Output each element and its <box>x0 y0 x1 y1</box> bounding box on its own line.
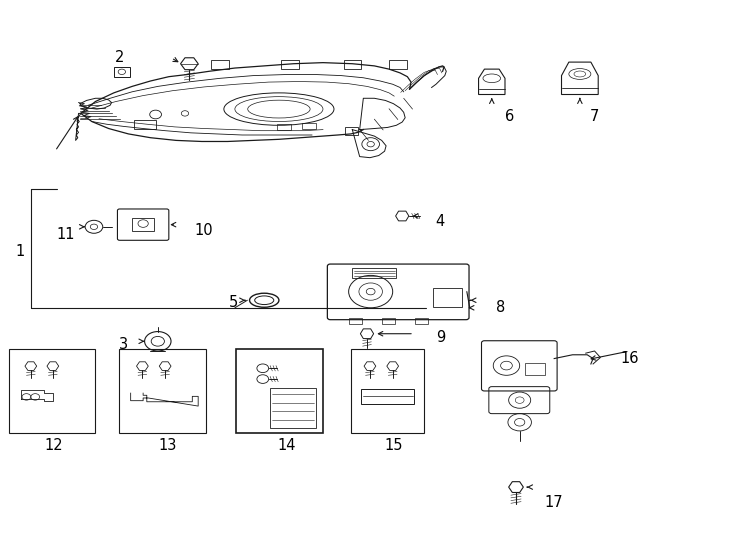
Bar <box>415 318 428 324</box>
Text: 10: 10 <box>195 222 214 238</box>
Bar <box>236 349 323 433</box>
Bar <box>525 363 545 375</box>
Text: 1: 1 <box>15 244 24 259</box>
Text: 8: 8 <box>496 300 505 315</box>
Bar <box>382 318 395 324</box>
Bar <box>132 218 154 231</box>
Text: 9: 9 <box>436 330 445 345</box>
Text: 7: 7 <box>590 109 599 124</box>
Bar <box>114 67 130 77</box>
Bar <box>277 124 291 130</box>
Text: 4: 4 <box>436 214 445 229</box>
Bar <box>352 268 396 278</box>
Bar <box>389 60 407 69</box>
Bar <box>433 288 462 307</box>
Text: 11: 11 <box>57 227 76 242</box>
Text: 15: 15 <box>384 438 403 453</box>
Text: 17: 17 <box>544 495 563 510</box>
Bar <box>134 120 156 129</box>
Text: 2: 2 <box>115 50 124 65</box>
Text: 13: 13 <box>158 438 177 453</box>
Bar <box>345 127 358 135</box>
Text: 16: 16 <box>620 351 639 366</box>
Text: 5: 5 <box>229 295 238 310</box>
Bar <box>281 60 299 69</box>
Bar <box>119 349 206 433</box>
Text: 14: 14 <box>277 438 296 453</box>
Bar <box>349 318 362 324</box>
Text: 3: 3 <box>119 337 128 352</box>
Bar <box>361 389 414 404</box>
Bar <box>351 349 424 433</box>
Bar <box>270 388 316 428</box>
Bar <box>211 60 229 69</box>
Text: 6: 6 <box>505 109 514 124</box>
Bar <box>302 123 316 129</box>
Bar <box>9 349 95 433</box>
Text: 12: 12 <box>44 438 63 453</box>
Bar <box>344 60 361 69</box>
